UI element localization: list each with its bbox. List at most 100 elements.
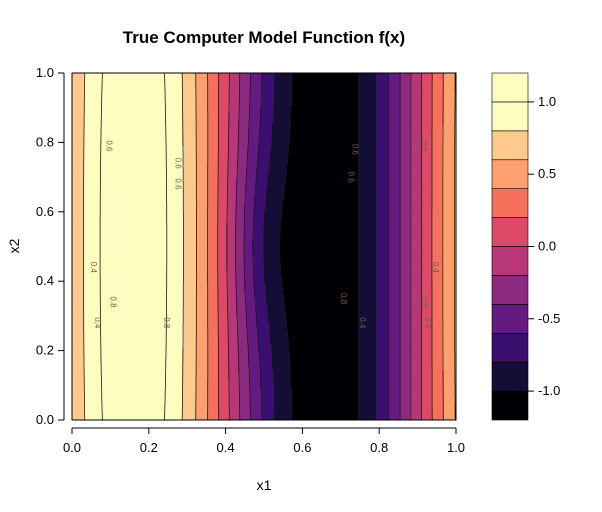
contour-cell (76, 344, 79, 349)
contour-cell (100, 401, 103, 407)
contour-cell (424, 394, 427, 399)
contour-cell (396, 333, 399, 338)
contour-cell (130, 344, 133, 349)
contour-cell (390, 376, 393, 381)
contour-cell (128, 387, 131, 392)
contour-cell (432, 336, 435, 342)
contour-cell (188, 373, 191, 378)
contour-cell (176, 358, 179, 363)
contour-cell (304, 383, 307, 389)
contour-cell (436, 358, 439, 363)
contour-cell (376, 373, 379, 378)
contour-cell (266, 416, 269, 420)
contour-cell (210, 401, 213, 407)
contour-cell (422, 365, 425, 370)
contour-cell (232, 380, 235, 385)
contour-cell (72, 351, 75, 356)
contour-cell (90, 362, 93, 367)
contour-cell (390, 394, 393, 399)
contour-cell (316, 391, 319, 396)
contour-cell (82, 383, 85, 389)
contour-cell (368, 344, 371, 349)
contour-cell (416, 412, 419, 417)
contour-cell (330, 354, 333, 360)
contour-cell (296, 344, 299, 349)
contour-cell (218, 369, 221, 374)
contour-cell (134, 358, 137, 363)
contour-cell (128, 336, 131, 342)
contour-cell (220, 340, 223, 345)
contour-cell (320, 391, 323, 396)
contour-cell (230, 344, 233, 349)
contour-cell (386, 373, 389, 378)
contour-cell (182, 365, 185, 370)
contour-cell (224, 387, 227, 392)
contour-cell (190, 340, 193, 345)
contour-cell (428, 373, 431, 378)
contour-cell (248, 344, 251, 349)
contour-cell (84, 365, 87, 370)
contour-cell (340, 340, 343, 345)
contour-cell (390, 340, 393, 345)
contour-cell (158, 333, 161, 338)
contour-cell (146, 351, 149, 356)
contour-cell (284, 416, 287, 420)
contour-cell (166, 387, 169, 392)
contour-cell (90, 383, 93, 389)
contour-cell (352, 416, 355, 420)
contour-cell (380, 376, 383, 381)
contour-cell (212, 380, 215, 385)
contour-cell (332, 358, 335, 363)
contour-cell (286, 412, 289, 417)
contour-cell (294, 398, 297, 403)
contour-cell (124, 369, 127, 374)
contour-cell (298, 391, 301, 396)
contour-cell (326, 340, 329, 345)
contour-cell (438, 373, 441, 378)
contour-cell (198, 336, 201, 342)
contour-cell (436, 405, 439, 410)
contour-cell (406, 362, 409, 367)
contour-cell (122, 398, 125, 403)
contour-cell (240, 347, 243, 352)
contour-cell (436, 333, 439, 338)
contour-cell (146, 387, 149, 392)
contour-cell (114, 354, 117, 360)
contour-cell (268, 398, 271, 403)
contour-cell (342, 387, 345, 392)
contour-cell (258, 369, 261, 374)
contour-cell (366, 416, 369, 420)
contour-cell (328, 347, 331, 352)
contour-cell (144, 344, 147, 349)
contour-cell (286, 409, 289, 414)
contour-cell (294, 376, 297, 381)
contour-cell (174, 354, 177, 360)
contour-cell (200, 344, 203, 349)
contour-cell (84, 369, 87, 374)
contour-cell (134, 354, 137, 360)
contour-cell (334, 336, 337, 342)
contour-cell (160, 333, 163, 338)
contour-cell (398, 333, 401, 338)
contour-cell (242, 351, 245, 356)
contour-cell (210, 362, 213, 367)
contour-cell (172, 394, 175, 399)
contour-cell (246, 347, 249, 352)
contour-cell (168, 344, 171, 349)
contour-cell (172, 351, 175, 356)
contour-cell (186, 391, 189, 396)
contour-cell (96, 351, 99, 356)
contour-cell (362, 344, 365, 349)
contour-cell (434, 412, 437, 417)
contour-cell (202, 365, 205, 370)
contour-cell (454, 333, 456, 338)
contour-cell (76, 409, 79, 414)
contour-cell (102, 405, 105, 410)
contour-cell (222, 369, 225, 374)
contour-cell (170, 401, 173, 407)
contour-cell (252, 394, 255, 399)
contour-cell (440, 354, 443, 360)
contour-cell (294, 340, 297, 345)
contour-cell (170, 369, 173, 374)
contour-cell (336, 358, 339, 363)
